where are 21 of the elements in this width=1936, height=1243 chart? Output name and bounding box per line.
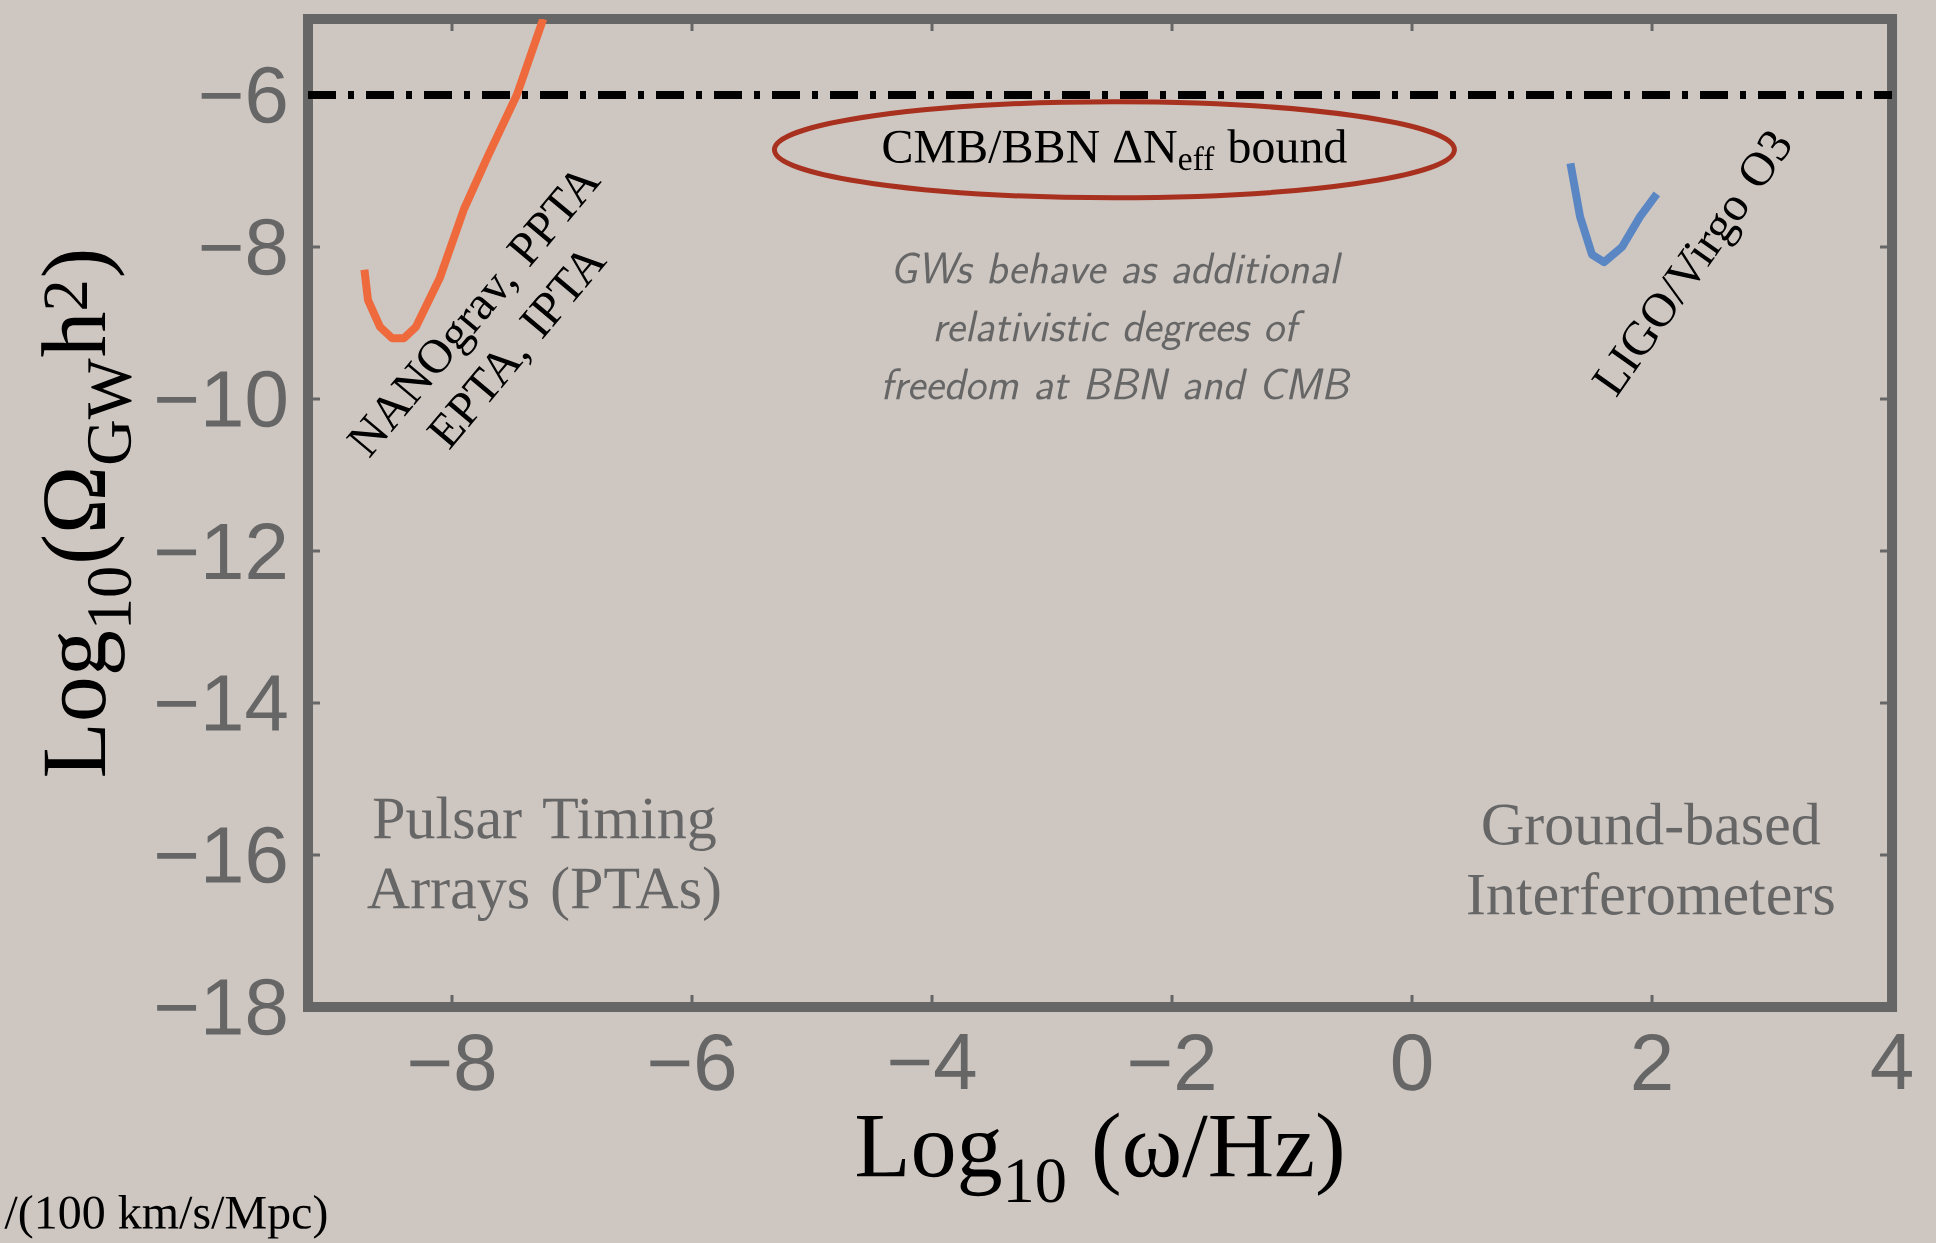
- x-tick-label: −2: [1130, 1034, 1214, 1090]
- x-tick-label: 0: [1392, 1034, 1432, 1091]
- x-tick-label: −6: [650, 1034, 735, 1091]
- text: /(100 km/s/Mpc): [4, 1195, 327, 1239]
- y-tick-label: −10: [157, 370, 286, 428]
- y-tick-label: −6: [201, 66, 286, 124]
- x-tick-label: 2: [1633, 1034, 1671, 1090]
- annotation: CMB/BBN ΔN$_{eff}$ bound: [883, 129, 1347, 171]
- annotation: GWs behave as additional relativistic degrees of freedom at BBN and CMB: [884, 252, 1351, 400]
- y-tick-label: −16: [157, 826, 286, 884]
- y-tick-label: −8: [201, 218, 286, 276]
- y-tick-label: −14: [157, 675, 287, 731]
- y-axis-title: Log$_{10}$(Ω$_{GW}$h$^{2}$): [41, 251, 132, 776]
- y-tick-label: −12: [157, 523, 285, 579]
- x-tick-label: −8: [410, 1034, 495, 1091]
- x-tick-label: 4: [1871, 1034, 1912, 1090]
- annotation: Ground-based Interferometers: [1468, 802, 1834, 915]
- x-tick-label: −4: [890, 1034, 976, 1090]
- x-axis-title: Log$_{10}$ (ω/Hz): [857, 1112, 1342, 1203]
- annotation: Pulsar Timing Arrays (PTAs): [367, 796, 720, 922]
- y-tick-label: −18: [157, 978, 286, 1036]
